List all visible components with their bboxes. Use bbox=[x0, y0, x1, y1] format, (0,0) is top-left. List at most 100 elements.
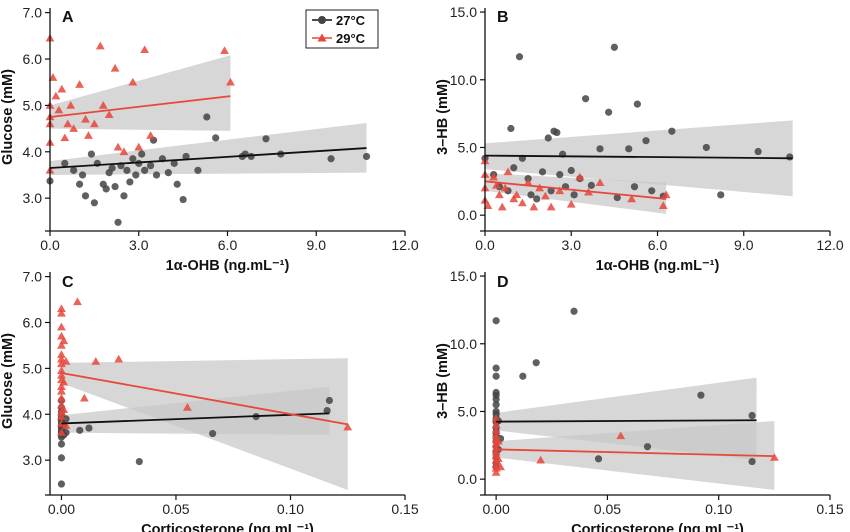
legend-marker-27c bbox=[318, 16, 326, 24]
panel-letter: A bbox=[62, 9, 74, 26]
data-point-27c bbox=[532, 359, 540, 367]
data-point-27c bbox=[85, 424, 93, 432]
data-point-27c bbox=[57, 440, 66, 448]
data-point-27c bbox=[138, 150, 146, 158]
data-point-29c bbox=[63, 119, 73, 128]
y-tick-label: 5.0 bbox=[458, 403, 478, 419]
data-point-27c bbox=[570, 191, 578, 199]
data-point-27c bbox=[111, 182, 119, 191]
data-point-29c bbox=[57, 412, 66, 420]
data-point-29c bbox=[128, 77, 138, 86]
data-point-29c bbox=[494, 190, 504, 199]
x-tick-label: 0.0 bbox=[475, 237, 495, 253]
data-point-27c bbox=[108, 164, 116, 172]
data-point-27c bbox=[492, 317, 500, 325]
data-point-27c bbox=[567, 166, 575, 175]
data-point-29c bbox=[535, 183, 545, 192]
x-tick-label: 6.0 bbox=[648, 237, 668, 253]
data-point-29c bbox=[57, 370, 66, 379]
data-point-27c bbox=[702, 143, 710, 152]
data-point-27c bbox=[247, 152, 255, 161]
data-point-27c bbox=[596, 145, 604, 153]
data-point-27c bbox=[194, 166, 202, 174]
data-point-27c bbox=[323, 407, 331, 415]
regression-line-27c bbox=[61, 412, 330, 425]
data-point-27c bbox=[179, 195, 187, 204]
data-point-27c bbox=[594, 455, 603, 463]
x-tick-label: 9.0 bbox=[734, 237, 754, 253]
data-point-29c bbox=[493, 436, 503, 445]
data-point-29c bbox=[503, 167, 513, 176]
data-point-27c bbox=[527, 191, 535, 199]
data-point-29c bbox=[627, 194, 637, 203]
x-axis-title: 1α-OHB (ng.mL⁻¹) bbox=[596, 258, 720, 274]
x-tick-label: 0.00 bbox=[48, 501, 75, 517]
data-point-27c bbox=[492, 372, 500, 380]
data-point-29c bbox=[183, 402, 192, 411]
legend-label-29c: 29°C bbox=[336, 31, 366, 46]
x-tick-label: 6.0 bbox=[218, 237, 238, 253]
data-point-27c bbox=[553, 128, 561, 137]
data-point-29c bbox=[57, 341, 66, 349]
confidence-band-29c bbox=[50, 55, 231, 131]
data-point-27c bbox=[327, 155, 335, 163]
data-point-27c bbox=[519, 372, 527, 380]
data-point-29c bbox=[226, 77, 235, 86]
data-point-29c bbox=[110, 63, 120, 72]
data-point-29c bbox=[81, 114, 90, 123]
data-point-29c bbox=[59, 336, 69, 345]
data-point-29c bbox=[95, 41, 105, 50]
data-point-29c bbox=[73, 297, 82, 306]
data-point-29c bbox=[51, 91, 61, 100]
data-point-29c bbox=[555, 186, 565, 195]
data-point-29c bbox=[491, 459, 501, 468]
regression-line-27c bbox=[496, 419, 757, 423]
confidence-band-27c bbox=[50, 123, 367, 175]
y-tick-label: 3.0 bbox=[23, 452, 43, 468]
data-point-27c bbox=[697, 391, 705, 399]
panel-c: 0.00 0.05 0.10 0.15 3.0 4.0 5.0 6.0 7.0 Corticost… bbox=[0, 269, 419, 532]
data-point-29c bbox=[89, 119, 99, 128]
data-point-27c bbox=[57, 454, 66, 462]
data-point-27c bbox=[570, 307, 578, 315]
data-point-29c bbox=[59, 405, 69, 413]
data-point-27c bbox=[748, 457, 756, 466]
y-tick-label: 5.0 bbox=[458, 139, 478, 155]
data-point-29c bbox=[483, 201, 493, 209]
data-point-27c bbox=[544, 134, 552, 142]
data-point-29c bbox=[61, 421, 71, 430]
data-point-27c bbox=[87, 150, 96, 158]
data-point-29c bbox=[500, 183, 510, 192]
data-point-29c bbox=[69, 124, 79, 132]
panel-b: 0.0 3.0 6.0 9.0 12.0 0.0 5.0 10.0 15.0 1α-OHB (ng… bbox=[435, 4, 844, 274]
x-axis-title: 1α-OHB (ng.mL⁻¹) bbox=[166, 258, 290, 274]
data-point-29c bbox=[343, 422, 353, 431]
x-tick-label: 12.0 bbox=[391, 237, 418, 253]
data-point-29c bbox=[529, 202, 539, 211]
x-tick-label: 0.15 bbox=[816, 501, 843, 517]
data-point-27c bbox=[362, 152, 371, 161]
data-point-29c bbox=[496, 462, 505, 471]
x-tick-label: 0.10 bbox=[705, 501, 732, 517]
data-point-29c bbox=[546, 202, 556, 211]
data-point-27c bbox=[203, 113, 211, 121]
data-point-27c bbox=[123, 166, 131, 174]
data-point-27c bbox=[126, 178, 134, 186]
data-point-27c bbox=[141, 166, 149, 174]
data-point-29c bbox=[66, 101, 76, 109]
data-point-29c bbox=[658, 201, 668, 209]
data-point-27c bbox=[717, 191, 725, 199]
data-point-29c bbox=[57, 366, 66, 374]
regression-line-29c bbox=[496, 448, 775, 458]
data-point-29c bbox=[512, 190, 522, 199]
data-point-27c bbox=[748, 411, 756, 420]
data-point-27c bbox=[81, 192, 90, 200]
data-point-29c bbox=[517, 198, 527, 207]
data-point-29c bbox=[57, 322, 66, 331]
panel-letter: C bbox=[62, 274, 74, 291]
data-point-29c bbox=[75, 80, 84, 88]
data-point-27c bbox=[556, 170, 564, 179]
x-tick-label: 0.15 bbox=[391, 501, 418, 517]
data-point-27c bbox=[325, 396, 334, 405]
